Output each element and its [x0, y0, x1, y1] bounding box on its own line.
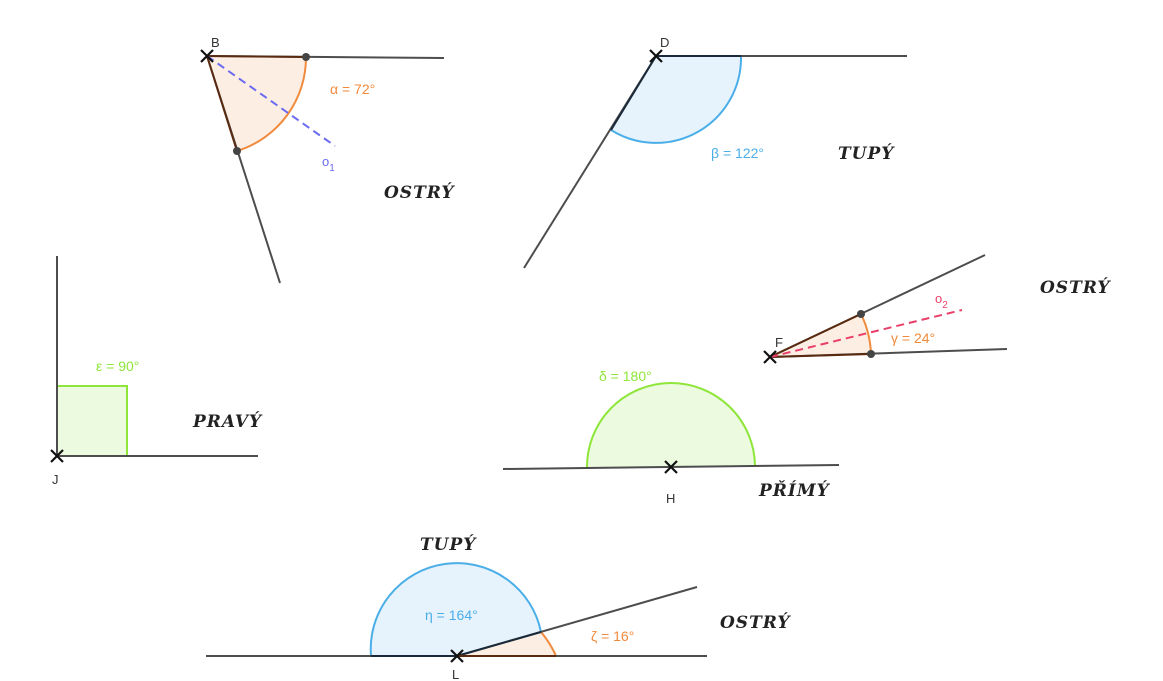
label-delta: δ = 180°	[599, 368, 652, 384]
type-label-pravy: PRAVÝ	[192, 411, 263, 432]
label-alpha: α = 72°	[330, 81, 375, 97]
label-beta: β = 122°	[711, 145, 764, 161]
label-epsilon: ε = 90°	[96, 358, 139, 374]
angle-gamma-sector[interactable]	[770, 314, 871, 357]
label-d: D	[660, 35, 669, 50]
angle-delta-sector[interactable]	[586, 382, 755, 468]
label-gamma: γ = 24°	[891, 330, 935, 346]
angle-eta-arc	[369, 562, 542, 657]
angle-eta-zeta-figure: L η = 164° ζ = 16°	[206, 562, 707, 681]
label-j: J	[52, 472, 59, 487]
angle-epsilon-square[interactable]	[56, 385, 128, 457]
angle-beta-figure: D β = 122°	[523, 35, 907, 269]
label-eta: η = 164°	[425, 607, 478, 623]
label-b: B	[211, 35, 220, 50]
angle-zeta-sector[interactable]	[457, 632, 556, 656]
vertex-h-marker[interactable]	[664, 460, 678, 474]
bisector-o2[interactable]	[769, 309, 963, 358]
type-label-tupy-1: TUPÝ	[838, 143, 895, 164]
point-b-upper[interactable]	[302, 53, 310, 61]
segment-b-upper	[206, 55, 307, 58]
point-f-lower[interactable]	[867, 350, 875, 358]
type-label-ostry-3: OSTRÝ	[720, 612, 791, 633]
segment-d-lower	[610, 55, 657, 131]
angle-epsilon-figure: J ε = 90°	[50, 256, 258, 487]
angle-alpha-figure: B α = 72° o1	[200, 35, 445, 284]
angle-eta-sector[interactable]	[370, 563, 541, 656]
type-label-tupy-2: TUPÝ	[420, 534, 477, 555]
angle-alpha-arc	[236, 56, 308, 152]
type-label-primy: PŘÍMÝ	[758, 480, 831, 501]
label-o1: o1	[322, 154, 335, 174]
point-f-upper[interactable]	[857, 310, 865, 318]
vertex-l-marker[interactable]	[450, 649, 464, 663]
angle-beta-arc	[610, 55, 743, 144]
label-o2: o2	[935, 291, 948, 311]
vertex-f-marker[interactable]	[763, 350, 777, 364]
label-l: L	[452, 667, 459, 681]
label-zeta: ζ = 16°	[591, 628, 634, 644]
segment-l-upper	[456, 631, 542, 657]
bisector-o1[interactable]	[206, 55, 336, 147]
segment-f-lower	[769, 353, 872, 358]
point-b-lower[interactable]	[233, 147, 241, 155]
vertex-d-marker[interactable]	[649, 49, 663, 63]
angle-delta-figure: H δ = 180°	[502, 368, 840, 506]
angle-delta-arc	[585, 382, 756, 469]
angle-alpha-sector[interactable]	[207, 56, 307, 151]
angle-gamma-figure: F γ = 24° o2	[763, 254, 1008, 364]
vertex-b-marker[interactable]	[200, 49, 214, 63]
label-h: H	[666, 491, 675, 506]
type-label-ostry-1: OSTRÝ	[384, 182, 455, 203]
segment-b-lower	[206, 55, 238, 152]
vertex-j-marker[interactable]	[50, 449, 64, 463]
segment-f-upper	[769, 313, 862, 358]
type-label-ostry-2: OSTRÝ	[1040, 277, 1111, 298]
label-f: F	[775, 335, 783, 350]
